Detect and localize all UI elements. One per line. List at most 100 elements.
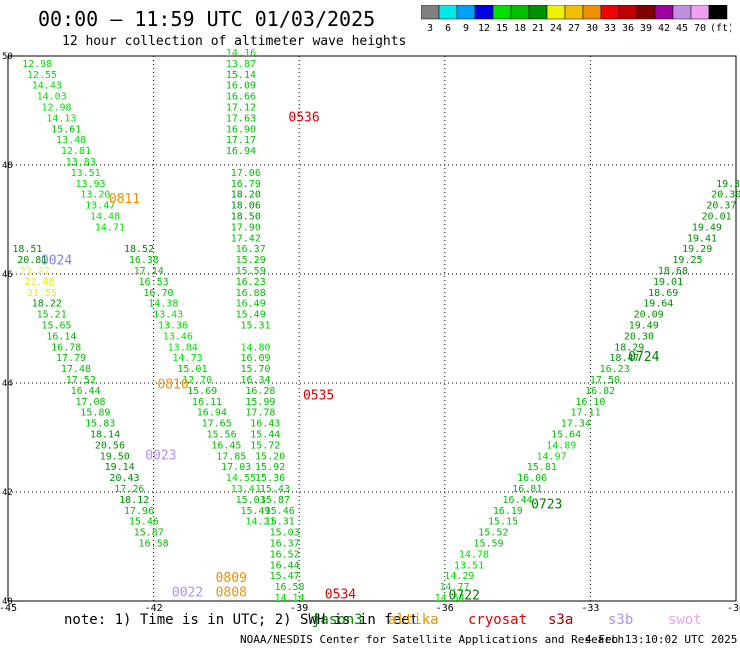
wave-height-value: 14.78 bbox=[459, 549, 489, 560]
wave-height-value: 12.98 bbox=[22, 59, 52, 70]
wave-height-value: 15.44 bbox=[250, 430, 280, 441]
satellite-jason3: jason3 bbox=[312, 612, 363, 628]
wave-height-value: 18.50 bbox=[231, 212, 261, 223]
wave-height-value: 20.30 bbox=[624, 331, 654, 342]
wave-height-value: 17.06 bbox=[231, 168, 261, 179]
wave-height-value: 17.17 bbox=[226, 135, 256, 146]
wave-height-value: 16.43 bbox=[250, 419, 280, 430]
wave-height-value: 16.37 bbox=[236, 244, 266, 255]
wave-height-value: 13.51 bbox=[71, 168, 101, 179]
footer-note: note: 1) Time is in UTC; 2) SWH is in fe… bbox=[64, 612, 419, 628]
wave-height-value: 14.14 bbox=[274, 593, 304, 604]
wave-height-value: 16.90 bbox=[226, 124, 256, 135]
wave-height-value: 14.80 bbox=[240, 342, 270, 353]
legend-label: 24 bbox=[550, 23, 562, 34]
wave-height-value: 15.69 bbox=[187, 386, 217, 397]
y-tick-label: 44 bbox=[2, 379, 13, 389]
wave-height-value: 15.70 bbox=[240, 364, 270, 375]
wave-height-value: 16.28 bbox=[245, 386, 275, 397]
wave-height-value: 14.43 bbox=[32, 81, 62, 92]
legend-label: 30 bbox=[586, 23, 598, 34]
wave-height-value: 15.46 bbox=[265, 506, 295, 517]
wave-height-value: 20.81 bbox=[17, 255, 47, 266]
wave-height-value: 13.48 bbox=[56, 135, 86, 146]
wave-height-value: 15.14 bbox=[226, 70, 256, 81]
track-time-label: 0535 bbox=[303, 388, 334, 403]
track-time-label: 0024 bbox=[41, 254, 72, 269]
wave-height-value: 19.01 bbox=[653, 277, 683, 288]
wave-height-value: 20.01 bbox=[702, 212, 732, 223]
wave-height-value: 15.31 bbox=[240, 321, 270, 332]
wave-height-value: 17.63 bbox=[226, 113, 256, 124]
wave-height-value: 21.55 bbox=[27, 288, 57, 299]
legend-label: 6 bbox=[445, 23, 451, 34]
wave-height-value: 19.29 bbox=[682, 244, 712, 255]
wave-height-value: 17.85 bbox=[216, 451, 246, 462]
wave-height-value: 20.56 bbox=[95, 440, 125, 451]
wave-height-value: 16.23 bbox=[600, 364, 630, 375]
wave-height-value: 13.84 bbox=[168, 342, 198, 353]
wave-height-value: 18.22 bbox=[32, 299, 62, 310]
track-time-label: 0809 bbox=[216, 571, 247, 586]
wave-height-value: 16.58 bbox=[274, 582, 304, 593]
page-title: 00:00 – 11:59 UTC 01/03/2025 bbox=[38, 7, 376, 31]
wave-height-value: 18.68 bbox=[658, 266, 688, 277]
wave-height-value: 14.71 bbox=[95, 222, 125, 233]
wave-height-value: 17.78 bbox=[245, 408, 275, 419]
wave-height-value: 14.16 bbox=[226, 48, 256, 59]
wave-height-value: 14.29 bbox=[444, 571, 474, 582]
track-time-label: 0534 bbox=[325, 587, 356, 602]
wave-height-value: 18.29 bbox=[614, 342, 644, 353]
wave-height-value: 19.33 bbox=[716, 179, 740, 190]
wave-height-value: 13.93 bbox=[75, 179, 105, 190]
x-tick-label: -36 bbox=[436, 603, 454, 612]
wave-height-value: 19.64 bbox=[643, 299, 673, 310]
x-tick-label: -33 bbox=[581, 603, 599, 612]
wave-height-value: 15.47 bbox=[270, 571, 300, 582]
legend-label: 33 bbox=[604, 23, 616, 34]
wave-height-value: 19.14 bbox=[105, 462, 135, 473]
track-time-label: 0723 bbox=[531, 497, 562, 512]
legend-label: 70 bbox=[694, 23, 706, 34]
wave-height-value: 16.79 bbox=[231, 179, 261, 190]
wave-height-value: 13.47 bbox=[85, 201, 115, 212]
wave-height-value: 17.42 bbox=[231, 233, 261, 244]
satellite-s3a: s3a bbox=[548, 612, 574, 628]
legend-label: 12 bbox=[478, 23, 490, 34]
wave-height-value: 15.99 bbox=[245, 397, 275, 408]
legend-label: 27 bbox=[568, 23, 580, 34]
wave-height-value: 15.20 bbox=[255, 451, 285, 462]
wave-height-value: 20.09 bbox=[634, 310, 664, 321]
legend-label: 21 bbox=[532, 23, 544, 34]
wave-height-value: 12.70 bbox=[182, 375, 212, 386]
wave-height-value: 16.78 bbox=[51, 342, 81, 353]
wave-height-map: -45-42-39-36-33-3050484644424012.9812.55… bbox=[0, 48, 740, 612]
wave-height-value: 18.06 bbox=[231, 201, 261, 212]
wave-height-value: 15.83 bbox=[85, 419, 115, 430]
y-tick-label: 40 bbox=[2, 597, 13, 607]
satellite-altika: altika bbox=[388, 612, 439, 628]
footer-credit: NOAA/NESDIS Center for Satellite Applica… bbox=[240, 633, 625, 646]
wave-height-value: 16.11 bbox=[192, 397, 222, 408]
wave-height-value: 17.52 bbox=[66, 375, 96, 386]
wave-height-value: 16.37 bbox=[270, 539, 300, 550]
wave-height-value: 15.43 bbox=[260, 484, 290, 495]
wave-height-value: 15.87 bbox=[260, 495, 290, 506]
wave-height-value: 16.53 bbox=[139, 277, 169, 288]
wave-height-value: 14.89 bbox=[546, 440, 576, 451]
wave-height-value: 16.58 bbox=[139, 539, 169, 550]
page-subtitle: 12 hour collection of altimeter wave hei… bbox=[62, 34, 407, 49]
wave-height-value: 16.23 bbox=[236, 277, 266, 288]
track-time-label: 0810 bbox=[157, 377, 188, 392]
track-time-label: 0808 bbox=[216, 586, 247, 601]
wave-height-value: 15.87 bbox=[134, 528, 164, 539]
wave-height-value: 15.81 bbox=[527, 462, 557, 473]
wave-height-value: 17.96 bbox=[124, 506, 154, 517]
track-time-label: 0811 bbox=[109, 192, 140, 207]
wave-height-value: 14.97 bbox=[537, 451, 567, 462]
wave-height-value: 18.12 bbox=[119, 495, 149, 506]
wave-height-value: 13.87 bbox=[226, 59, 256, 70]
wave-height-value: 18.69 bbox=[648, 288, 678, 299]
wave-height-value: 23.27 bbox=[20, 266, 50, 277]
